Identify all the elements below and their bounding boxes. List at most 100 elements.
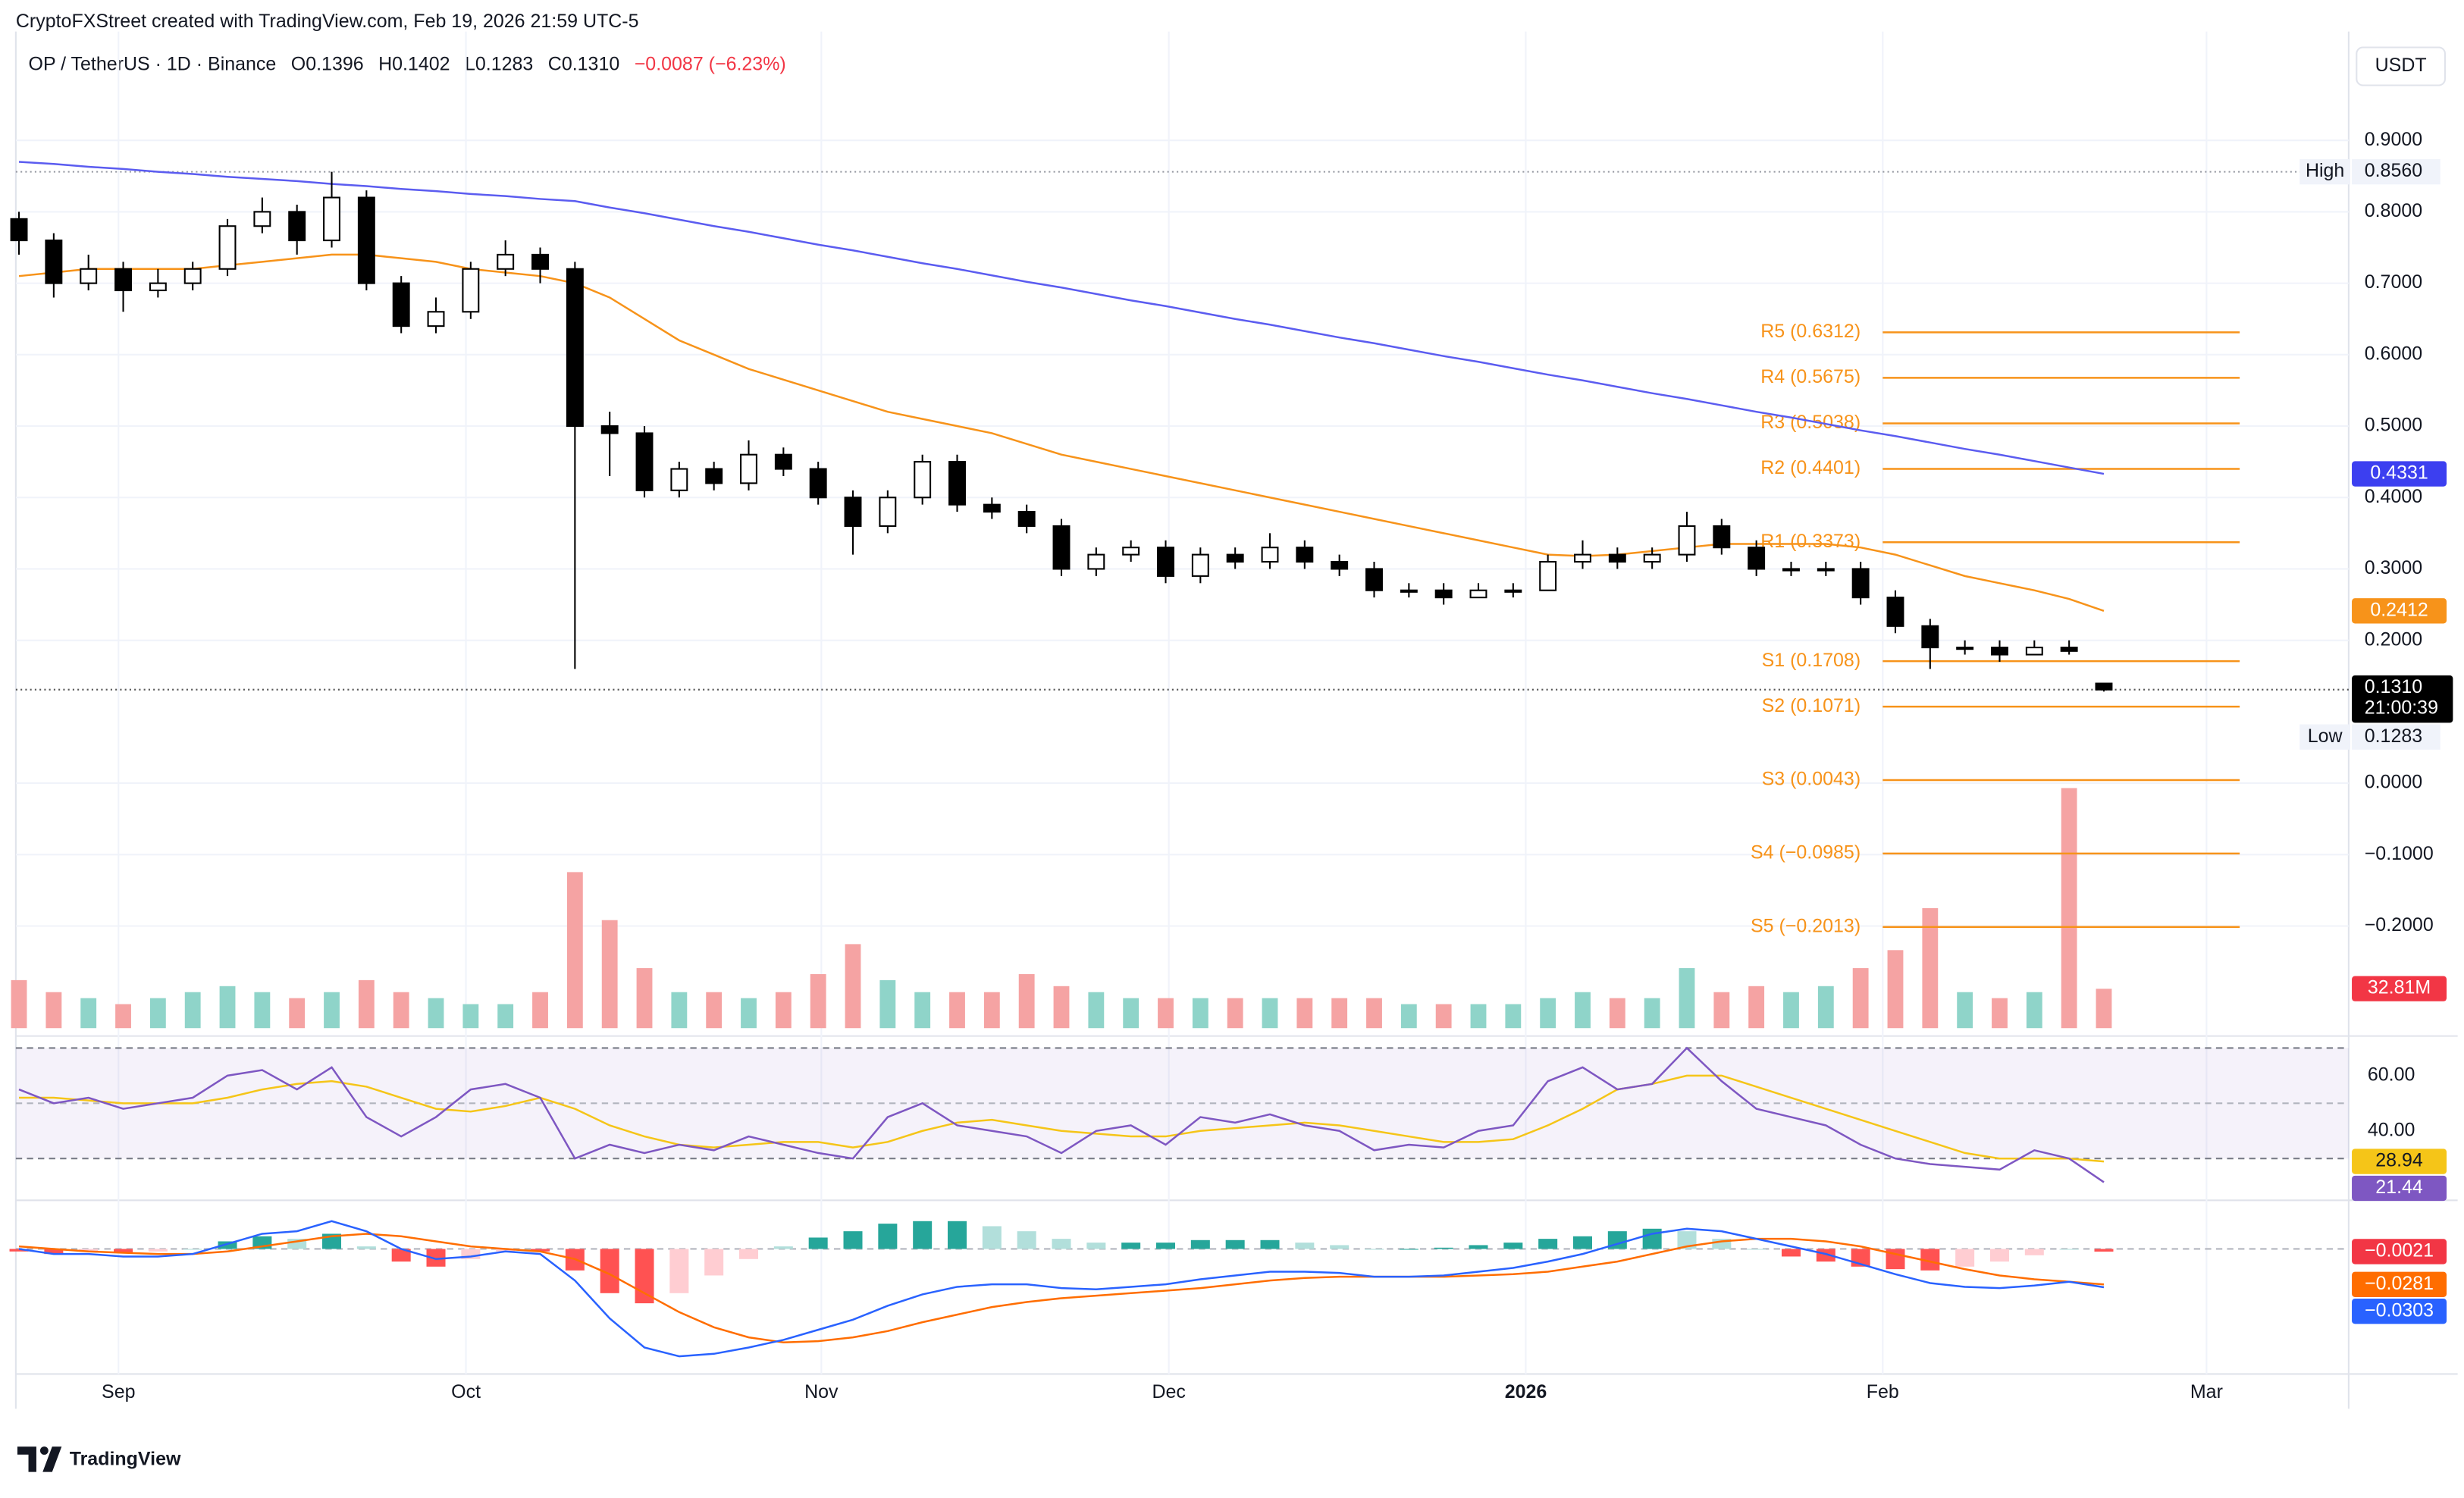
candle-body <box>1539 560 1557 591</box>
candle-body <box>1331 560 1349 570</box>
macd-histogram-bar <box>2094 1249 2114 1252</box>
axis-badge-text: 32.81M <box>2368 977 2431 998</box>
candle-body <box>288 211 306 242</box>
rsi-tick-label: 60.00 <box>2368 1064 2415 1085</box>
volume-bar <box>115 1004 131 1029</box>
moving-average <box>18 161 2105 475</box>
pivot-label: R5 (0.6312) <box>1760 321 1861 342</box>
macd-histogram-bar <box>1052 1239 1071 1249</box>
candle-body <box>1748 547 1766 570</box>
candle-body <box>1087 553 1105 570</box>
x-tick-label: Dec <box>1152 1381 1185 1402</box>
axis-badge <box>2352 461 2447 487</box>
macd-histogram-bar <box>808 1237 828 1249</box>
macd-histogram-bar <box>1677 1231 1697 1249</box>
volume-bar <box>1053 986 1070 1029</box>
macd-histogram-bar <box>1156 1243 1176 1249</box>
logo-icon <box>17 1446 36 1472</box>
volume-bar <box>1331 998 1348 1029</box>
volume-bar <box>636 968 653 1029</box>
volume-bar <box>1713 992 1730 1029</box>
volume-bar <box>1470 1004 1487 1029</box>
macd-histogram-bar <box>44 1249 64 1255</box>
candle-body <box>149 282 167 292</box>
candle-body <box>1017 511 1036 527</box>
macd-histogram-bar <box>843 1231 863 1249</box>
candle-body <box>1052 525 1071 570</box>
candle-body <box>809 468 827 499</box>
volume-bar <box>845 944 861 1029</box>
candle-body <box>1226 553 1244 563</box>
candle-body <box>357 196 375 284</box>
candle-body <box>948 461 966 506</box>
axis-badge-text: −0.0021 <box>2365 1240 2434 1261</box>
volume-bar <box>1644 998 1660 1029</box>
volume-bar <box>601 920 618 1029</box>
volume-bar <box>1783 992 1799 1029</box>
candle-body <box>914 461 932 499</box>
volume-bar <box>1817 986 1834 1029</box>
volume-bar <box>393 992 409 1029</box>
candle-body <box>1991 647 2008 656</box>
low-value-box <box>2352 724 2440 750</box>
volume-bar <box>1296 998 1313 1029</box>
macd-histogram-bar <box>1086 1243 1106 1249</box>
macd-histogram-bar <box>391 1249 411 1262</box>
macd-histogram-bar <box>1955 1249 1975 1267</box>
macd-histogram-bar <box>1503 1243 1523 1249</box>
volume-bar <box>1540 998 1556 1029</box>
candle-body <box>10 218 28 242</box>
candle-body <box>2060 647 2078 652</box>
macd-histogram-bar <box>1260 1239 1280 1249</box>
volume-bar <box>1088 992 1105 1029</box>
volume-bar <box>1262 998 1278 1029</box>
last-price-badge <box>2352 675 2453 723</box>
macd-histogram-bar <box>1642 1228 1662 1249</box>
macd-line <box>18 1220 2105 1358</box>
x-tick-label: 2026 <box>1505 1381 1547 1402</box>
macd-histogram-bar <box>1121 1243 1141 1249</box>
volume-bar <box>184 992 201 1029</box>
y-tick-label: 0.9000 <box>2365 129 2422 150</box>
candle-body <box>566 268 584 428</box>
y-tick-label: 0.5000 <box>2365 415 2422 436</box>
macd-histogram-bar <box>2024 1249 2044 1255</box>
volume-bar <box>428 998 444 1029</box>
currency-box[interactable] <box>2356 46 2447 86</box>
volume-bar <box>358 979 375 1029</box>
volume-bar <box>879 979 896 1029</box>
currency[interactable]: USDT <box>2375 55 2427 76</box>
axis-badge <box>2352 1149 2447 1174</box>
axis-badge <box>2352 1299 2447 1324</box>
low: L0.1283 <box>465 53 533 74</box>
macd-histogram-bar <box>114 1249 133 1253</box>
volume-bar <box>1679 968 1695 1029</box>
macd-histogram-bar <box>773 1246 793 1249</box>
candle-body <box>1574 553 1591 563</box>
candle-body <box>80 268 98 284</box>
logo: TradingView <box>17 1446 181 1472</box>
volume-bar <box>1158 998 1174 1029</box>
candle-body <box>427 311 445 327</box>
candle-body <box>1678 525 1696 556</box>
candle-body <box>1643 553 1661 563</box>
candle-body <box>1400 589 1418 593</box>
volume-bar <box>1992 998 2008 1029</box>
pivot-label: R2 (0.4401) <box>1760 457 1861 478</box>
low-label: Low <box>2308 725 2343 747</box>
change: −0.0087 (−6.23%) <box>635 53 786 74</box>
candle-body <box>1713 525 1731 549</box>
candle-body <box>183 268 202 284</box>
axis-badge-text: 21.44 <box>2375 1177 2423 1198</box>
volume-bar <box>741 998 757 1029</box>
last-price-text: 0.1310 <box>2365 676 2422 697</box>
macd-histogram-bar <box>878 1224 898 1249</box>
candle-body <box>114 268 132 292</box>
candle-body <box>1191 553 1209 577</box>
low-label-box <box>2299 724 2350 750</box>
axis-badge-text: 28.94 <box>2375 1150 2423 1171</box>
macd-histogram-bar <box>9 1249 29 1252</box>
macd-histogram-bar <box>1225 1239 1245 1249</box>
rsi-tick-label: 40.00 <box>2368 1119 2415 1140</box>
high-value-box <box>2352 158 2440 185</box>
